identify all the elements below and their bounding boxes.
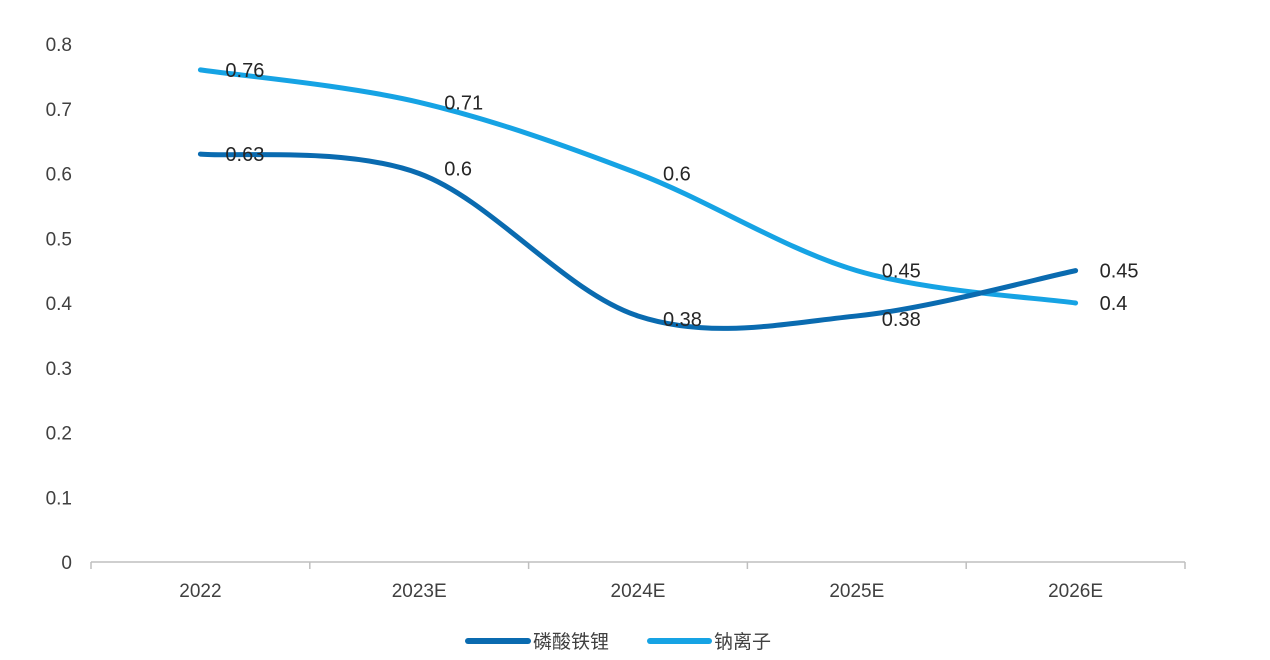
y-tick-label: 0.6: [46, 165, 72, 186]
legend-label-1: 钠离子: [714, 631, 771, 653]
y-tick-label: 0.2: [46, 424, 72, 445]
x-tick-label: 2023E: [392, 581, 447, 602]
data-labels: 0.63 0.6 0.38 0.38 0.45 0.76 0.71 0.6 0.45 0.4: [225, 60, 1138, 331]
data-label: 0.45: [882, 261, 921, 283]
y-axis: 0 0.1 0.2 0.3 0.4 0.5 0.6 0.7 0.8: [46, 35, 73, 574]
y-tick-label: 0.1: [46, 488, 72, 509]
data-label: 0.6: [663, 164, 691, 186]
series-line-0: [197, 151, 1079, 331]
data-label: 0.4: [1100, 293, 1128, 315]
y-tick-label: 0.3: [46, 359, 72, 380]
legend: 磷酸铁锂 钠离子: [465, 631, 771, 653]
y-tick-label: 0.4: [46, 294, 73, 315]
data-label: 0.38: [663, 309, 702, 331]
legend-label-0: 磷酸铁锂: [533, 631, 609, 653]
series-line-1: [197, 67, 1079, 306]
x-tick-label: 2024E: [611, 581, 666, 602]
data-label: 0.38: [882, 309, 921, 331]
data-label: 0.6: [444, 159, 472, 181]
series-layer: [197, 67, 1079, 331]
y-tick-label: 0: [61, 553, 72, 574]
y-tick-label: 0.8: [46, 35, 72, 56]
x-tick-label: 2025E: [829, 581, 884, 602]
data-label: 0.63: [225, 144, 264, 166]
data-label: 0.76: [225, 60, 264, 82]
x-tick-label: 2022: [179, 581, 221, 602]
x-axis: 2022 2023E 2024E 2025E 2026E: [90, 561, 1186, 602]
y-tick-label: 0.7: [46, 100, 72, 121]
x-tick-label: 2026E: [1048, 581, 1103, 602]
data-label: 0.45: [1100, 261, 1139, 283]
y-tick-label: 0.5: [46, 229, 72, 250]
data-label: 0.71: [444, 92, 483, 114]
